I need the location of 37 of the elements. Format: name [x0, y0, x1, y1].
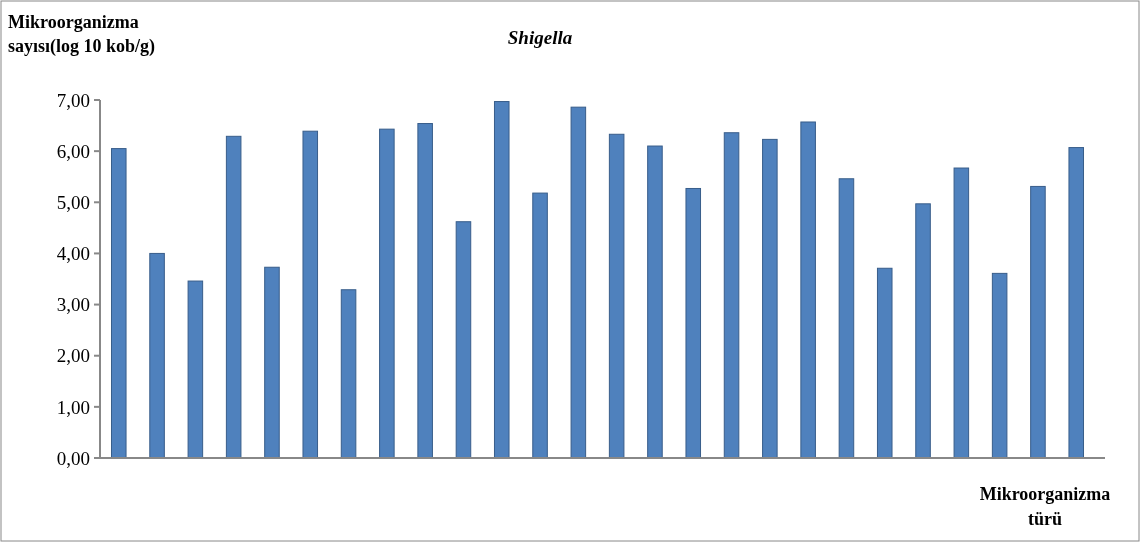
bar	[187, 280, 204, 459]
y-tick-label: 2,00	[56, 345, 90, 367]
bar	[417, 123, 433, 459]
bar	[225, 135, 242, 459]
bar	[379, 128, 395, 459]
y-tick-label: 6,00	[56, 140, 90, 162]
bar	[302, 130, 319, 459]
bar	[915, 203, 931, 459]
chart-title: Shigella	[507, 27, 573, 48]
bar	[800, 121, 816, 459]
bar	[532, 192, 548, 459]
bar	[570, 106, 587, 459]
bar	[493, 101, 510, 459]
bar	[1030, 185, 1046, 459]
bar	[953, 167, 970, 459]
bar	[455, 221, 472, 459]
bar	[1068, 147, 1085, 459]
y-tick-label: 3,00	[56, 294, 90, 316]
y-axis-title: Mikroorganizma sayısı(log 10 kob/g)	[8, 12, 156, 57]
bar	[991, 272, 1008, 459]
y-tick-label: 5,00	[56, 191, 90, 213]
y-tick-label: 1,00	[56, 396, 90, 418]
bar	[685, 187, 702, 459]
y-tick-label: 7,00	[56, 89, 90, 111]
bar	[838, 178, 855, 459]
y-tick-label: 0,00	[56, 447, 90, 469]
bar	[647, 145, 663, 459]
bar	[876, 267, 893, 459]
x-axis-title: Mikroorganizma türü	[979, 484, 1111, 529]
bar	[608, 133, 625, 459]
bar	[110, 148, 127, 459]
bar	[264, 266, 280, 459]
y-tick-label: 4,00	[56, 243, 90, 265]
bar	[762, 138, 778, 459]
bar	[340, 289, 357, 459]
bar	[149, 252, 165, 459]
bar	[723, 132, 740, 459]
